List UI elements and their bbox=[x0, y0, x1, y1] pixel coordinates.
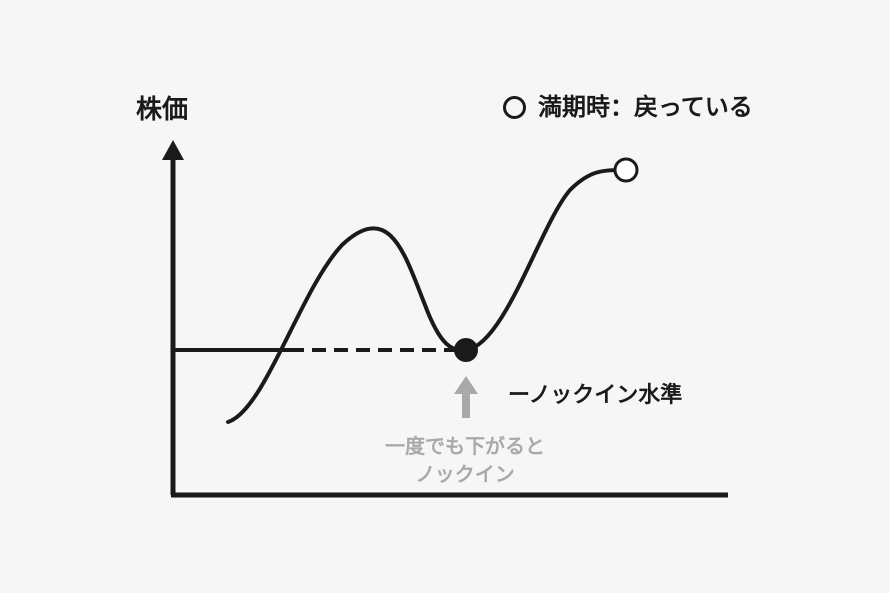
knock-in-level-label: ーノックイン水準 bbox=[508, 383, 683, 408]
knock-in-point bbox=[454, 338, 478, 362]
legend: 満期時：戻っている bbox=[503, 95, 753, 119]
knock-in-note-line2: ノックイン bbox=[415, 462, 515, 486]
y-axis-label: 株価 bbox=[136, 95, 189, 125]
legend-label: 満期時：戻っている bbox=[538, 93, 753, 121]
maturity-point bbox=[613, 157, 639, 183]
price-curve bbox=[226, 168, 627, 424]
knock-in-arrow-head bbox=[454, 376, 478, 394]
knock-in-note-line1: 一度でも下がると bbox=[385, 434, 545, 458]
y-axis-arrow bbox=[162, 140, 184, 160]
knock-in-note: 一度でも下がると ノックイン bbox=[330, 432, 600, 488]
open-circle-icon bbox=[503, 95, 526, 119]
